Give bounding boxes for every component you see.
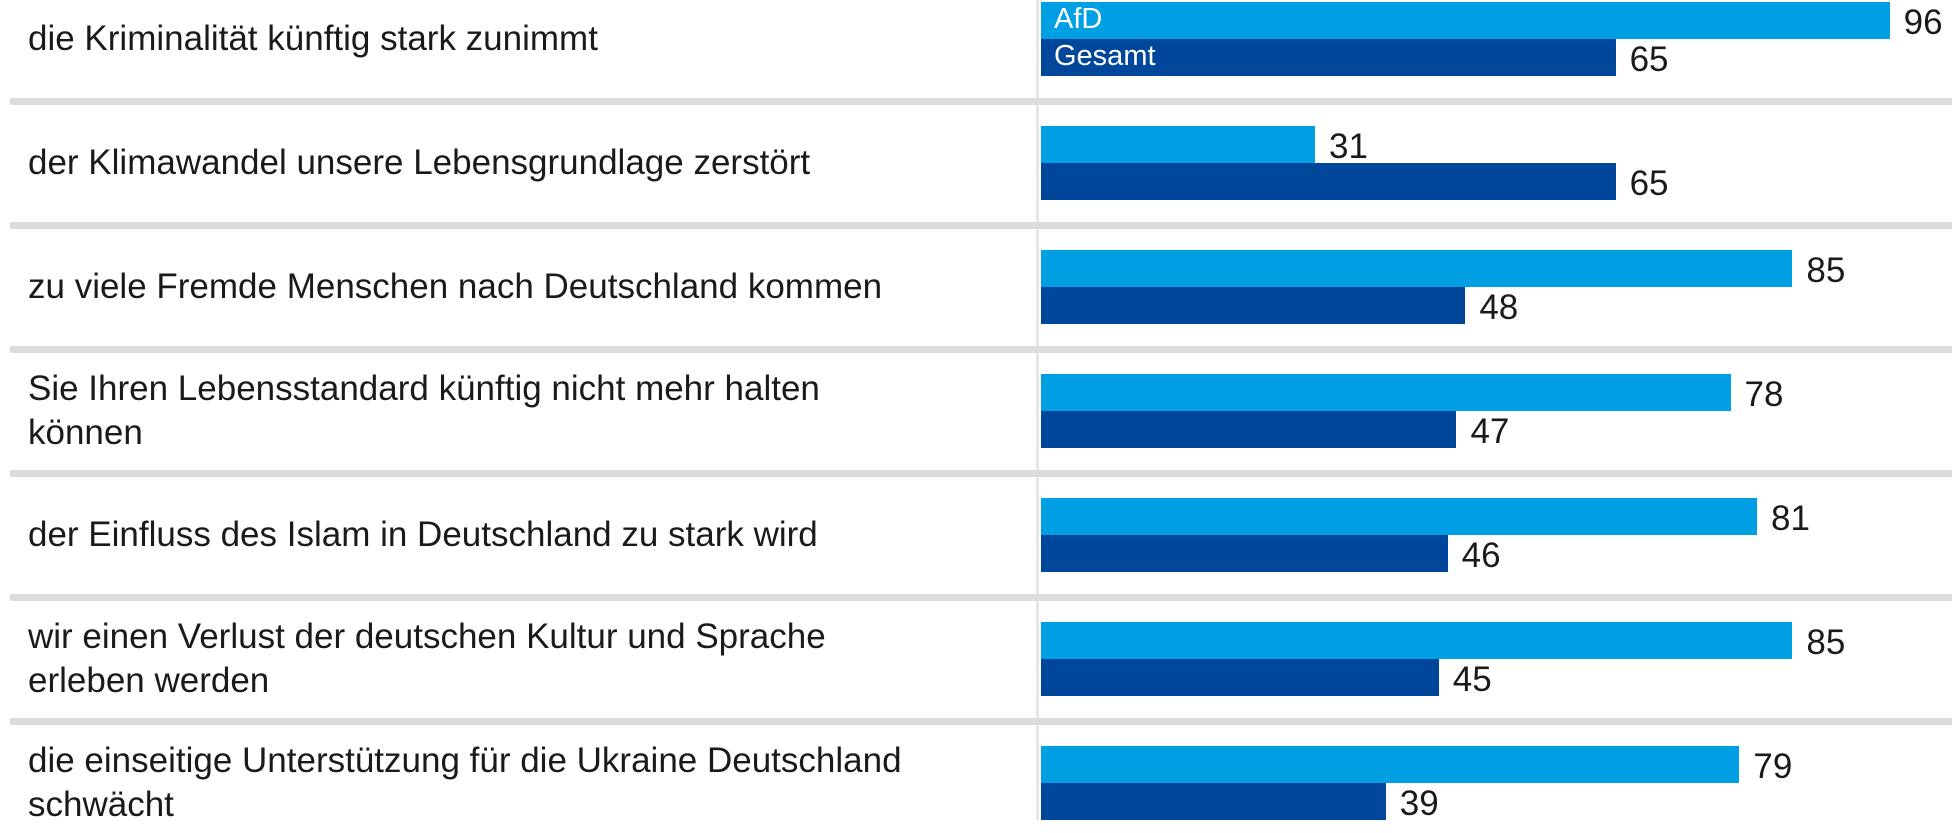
bar [1041,126,1316,163]
category-label: wir einen Verlust der deutschen Kultur u… [28,617,826,700]
value-label: 81 [1771,499,1810,538]
value-label: 65 [1629,40,1669,79]
separator [10,346,1952,353]
bar [1041,783,1386,820]
value-label: 47 [1470,412,1510,451]
separator [10,470,1952,477]
bar [1041,622,1793,659]
category-label: der Einfluss des Islam in Deutschland zu… [28,515,818,554]
value-label: 39 [1399,784,1439,823]
bar [1041,535,1448,572]
value-label: 79 [1753,747,1793,786]
bar [1041,746,1740,783]
separator [10,222,1952,229]
value-label: 96 [1903,3,1943,42]
category-label: die einseitige Unterstützung für die Ukr… [28,741,902,824]
bar [1041,163,1616,200]
value-label: 85 [1806,251,1846,290]
separator [10,718,1952,725]
bar [1041,374,1731,411]
bar [1041,287,1466,324]
bar [1041,498,1758,535]
bar [1041,411,1457,448]
legend-label: Gesamt [1054,40,1156,72]
bar [1041,250,1793,287]
divider [1036,0,1039,820]
value-label: 46 [1461,536,1501,575]
category-label: die Kriminalität künftig stark zunimmt [28,19,598,58]
bar [1041,659,1439,696]
value-label: 65 [1629,164,1669,203]
category-label: zu viele Fremde Menschen nach Deutschlan… [28,267,883,306]
separator [10,594,1952,601]
value-label: 48 [1479,288,1519,327]
value-label: 31 [1329,127,1368,166]
value-label: 85 [1806,623,1846,662]
value-label: 78 [1744,375,1784,414]
separator [10,98,1952,105]
value-label: 45 [1452,660,1492,699]
bar [1041,2,1890,39]
category-label: Sie Ihren Lebensstandard künftig nicht m… [28,369,820,452]
legend-label: AfD [1054,3,1103,35]
category-label: der Klimawandel unsere Lebensgrundlage z… [28,143,811,182]
bar [1041,39,1616,76]
